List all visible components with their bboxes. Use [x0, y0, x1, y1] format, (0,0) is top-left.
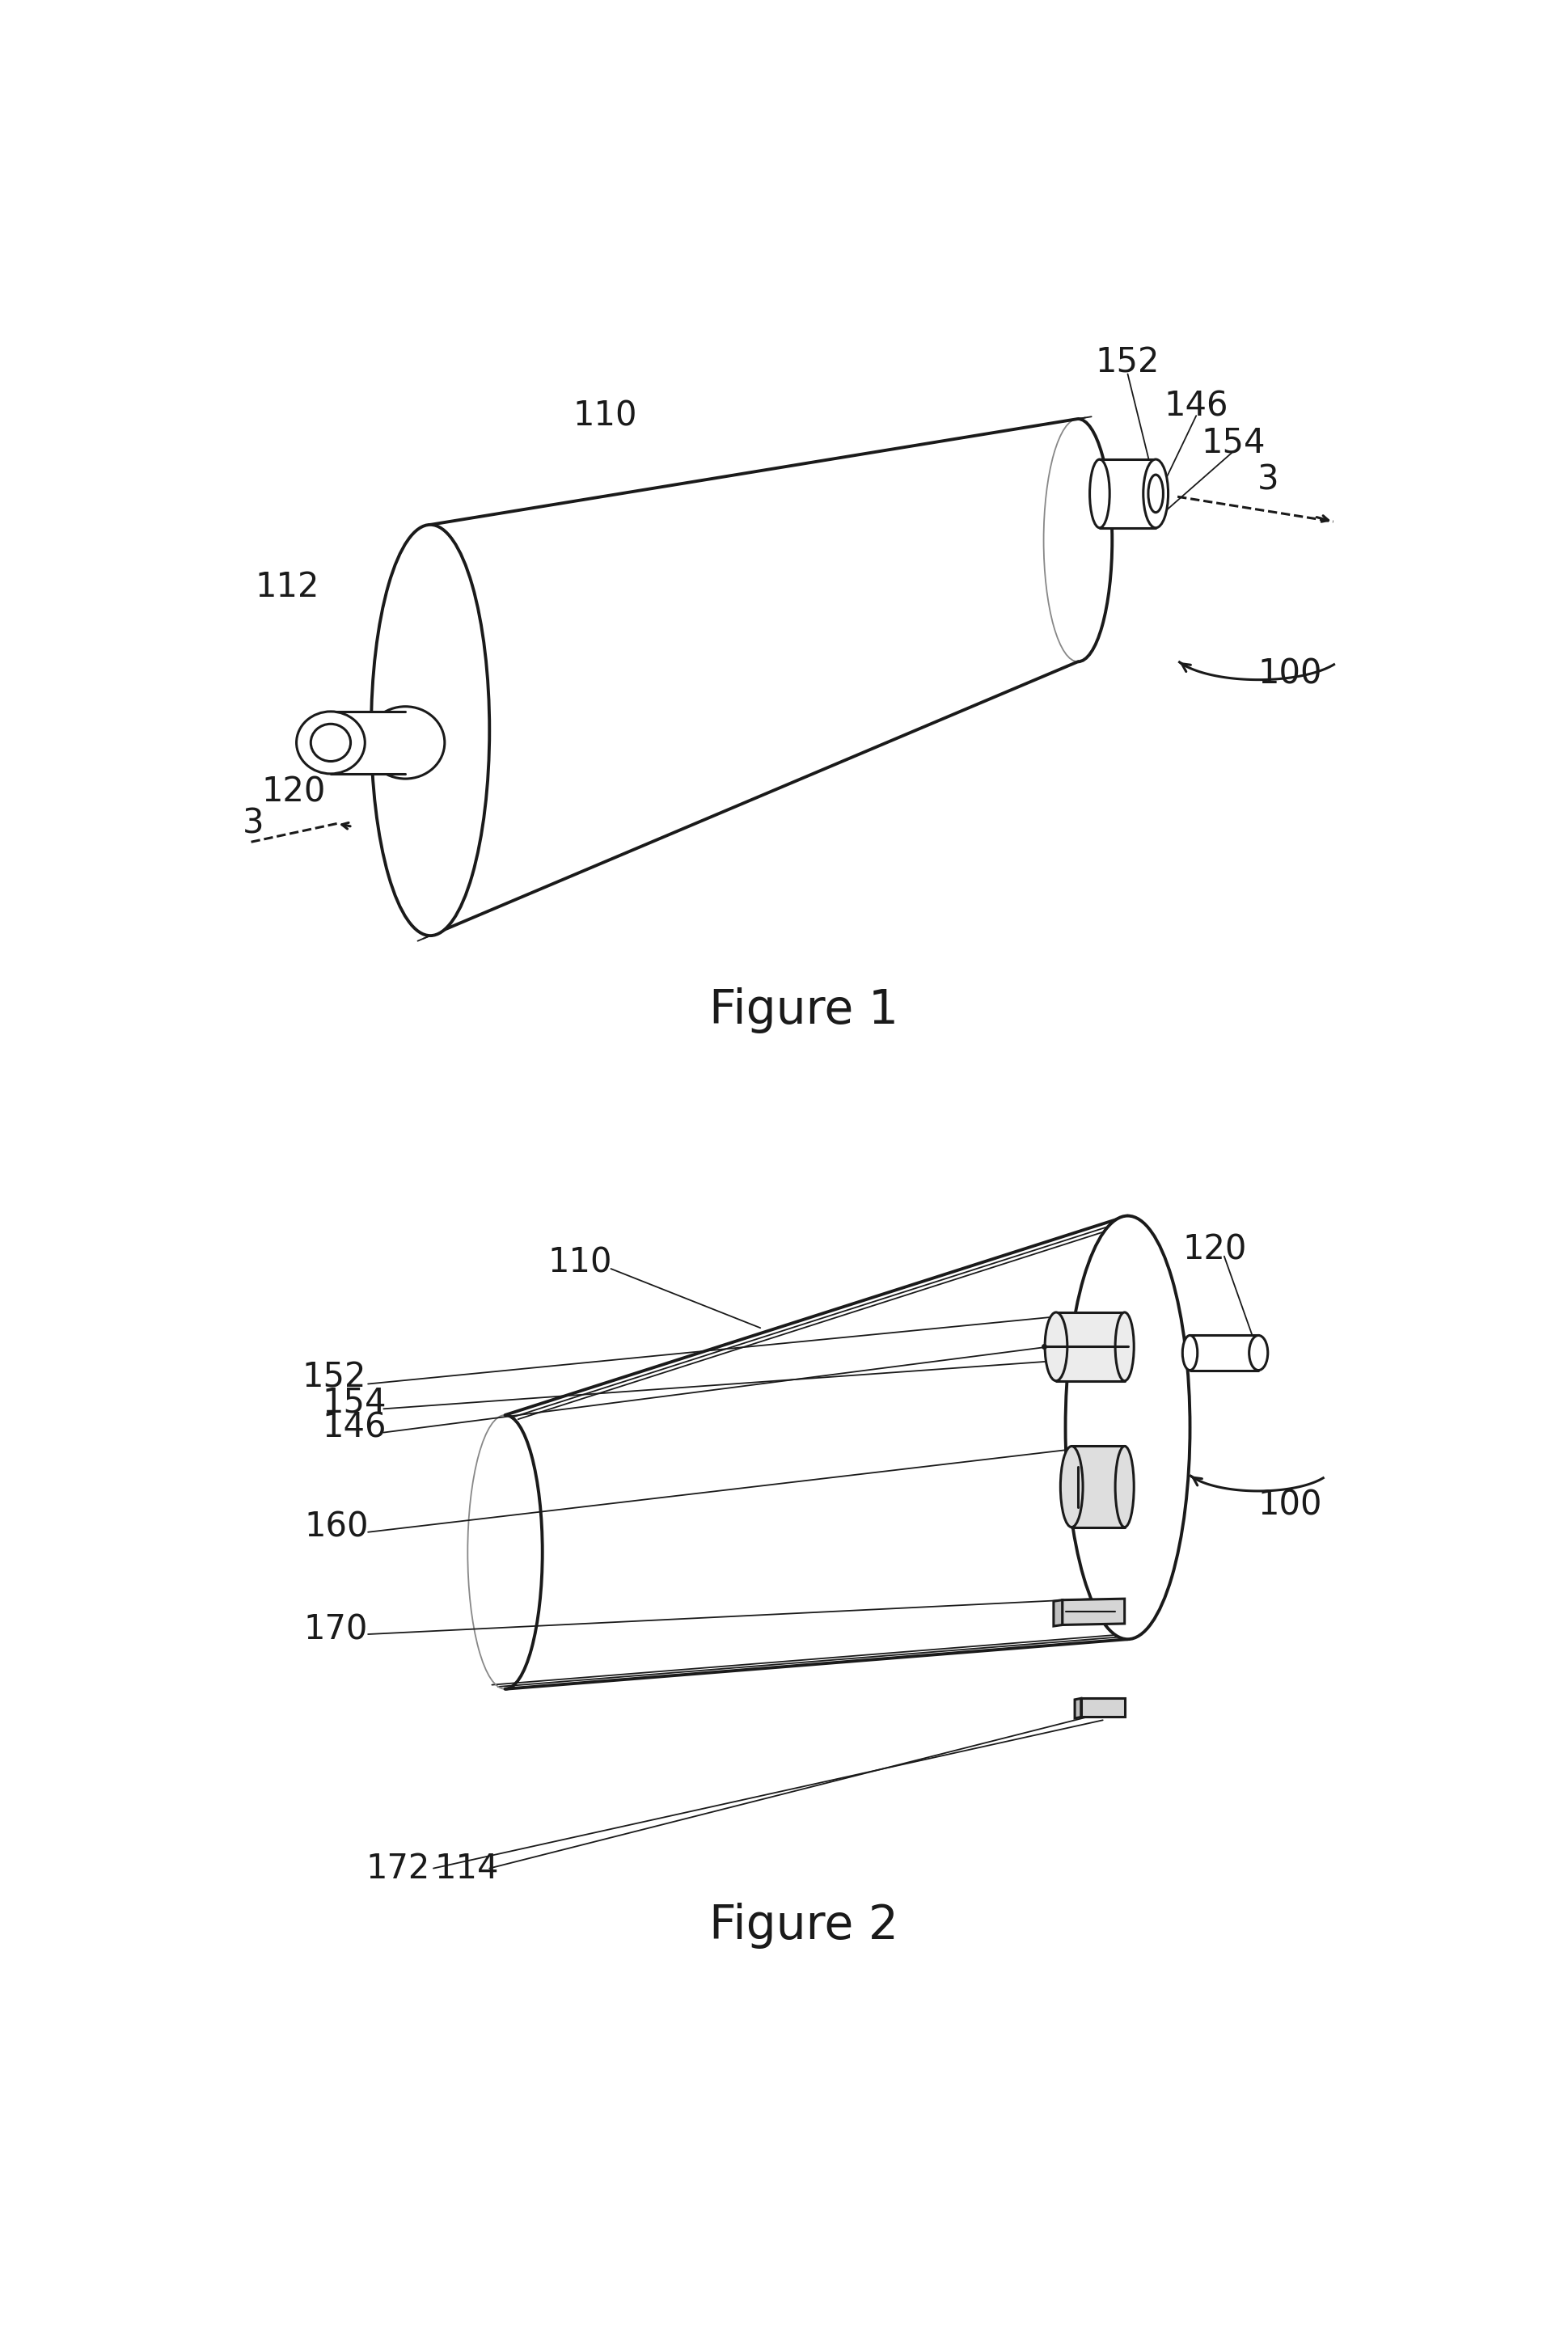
Polygon shape — [1074, 1698, 1080, 1717]
Text: 3: 3 — [241, 806, 263, 841]
Text: 114: 114 — [434, 1851, 499, 1886]
Ellipse shape — [1060, 1447, 1083, 1527]
Text: 172: 172 — [365, 1851, 430, 1886]
Text: 3: 3 — [1258, 463, 1278, 498]
Text: Figure 2: Figure 2 — [709, 1903, 898, 1950]
Ellipse shape — [1115, 1313, 1134, 1381]
Polygon shape — [1063, 1600, 1124, 1626]
Text: 146: 146 — [321, 1409, 386, 1445]
Ellipse shape — [1148, 474, 1163, 512]
Text: 120: 120 — [262, 775, 326, 810]
Text: 100: 100 — [1258, 1489, 1322, 1522]
Ellipse shape — [296, 712, 365, 773]
Polygon shape — [331, 712, 406, 773]
Ellipse shape — [372, 524, 489, 935]
Text: 146: 146 — [1163, 390, 1228, 423]
Text: 100: 100 — [1258, 658, 1322, 691]
Ellipse shape — [1182, 1334, 1198, 1369]
Polygon shape — [1054, 1600, 1063, 1626]
Text: 110: 110 — [547, 1245, 612, 1280]
Polygon shape — [372, 418, 1112, 935]
Text: 160: 160 — [304, 1510, 368, 1543]
Text: 120: 120 — [1182, 1233, 1247, 1266]
Ellipse shape — [1250, 1334, 1269, 1369]
Text: Figure 1: Figure 1 — [709, 987, 898, 1034]
Text: 152: 152 — [301, 1360, 365, 1395]
Text: 152: 152 — [1096, 345, 1160, 381]
Ellipse shape — [1115, 1447, 1134, 1527]
Text: 112: 112 — [256, 571, 320, 604]
Ellipse shape — [310, 723, 351, 761]
Text: 110: 110 — [572, 399, 637, 432]
Ellipse shape — [1065, 1217, 1190, 1640]
Ellipse shape — [1143, 460, 1168, 529]
Text: 154: 154 — [321, 1386, 386, 1419]
Ellipse shape — [372, 524, 489, 935]
Polygon shape — [467, 1217, 1190, 1689]
Polygon shape — [1099, 460, 1156, 529]
Text: 170: 170 — [304, 1614, 368, 1647]
Polygon shape — [1080, 1698, 1124, 1717]
Ellipse shape — [1090, 460, 1110, 529]
Polygon shape — [1071, 1447, 1124, 1527]
Ellipse shape — [1044, 1313, 1068, 1381]
Ellipse shape — [1065, 1217, 1190, 1640]
Text: 154: 154 — [1201, 425, 1265, 460]
Polygon shape — [1057, 1313, 1124, 1381]
